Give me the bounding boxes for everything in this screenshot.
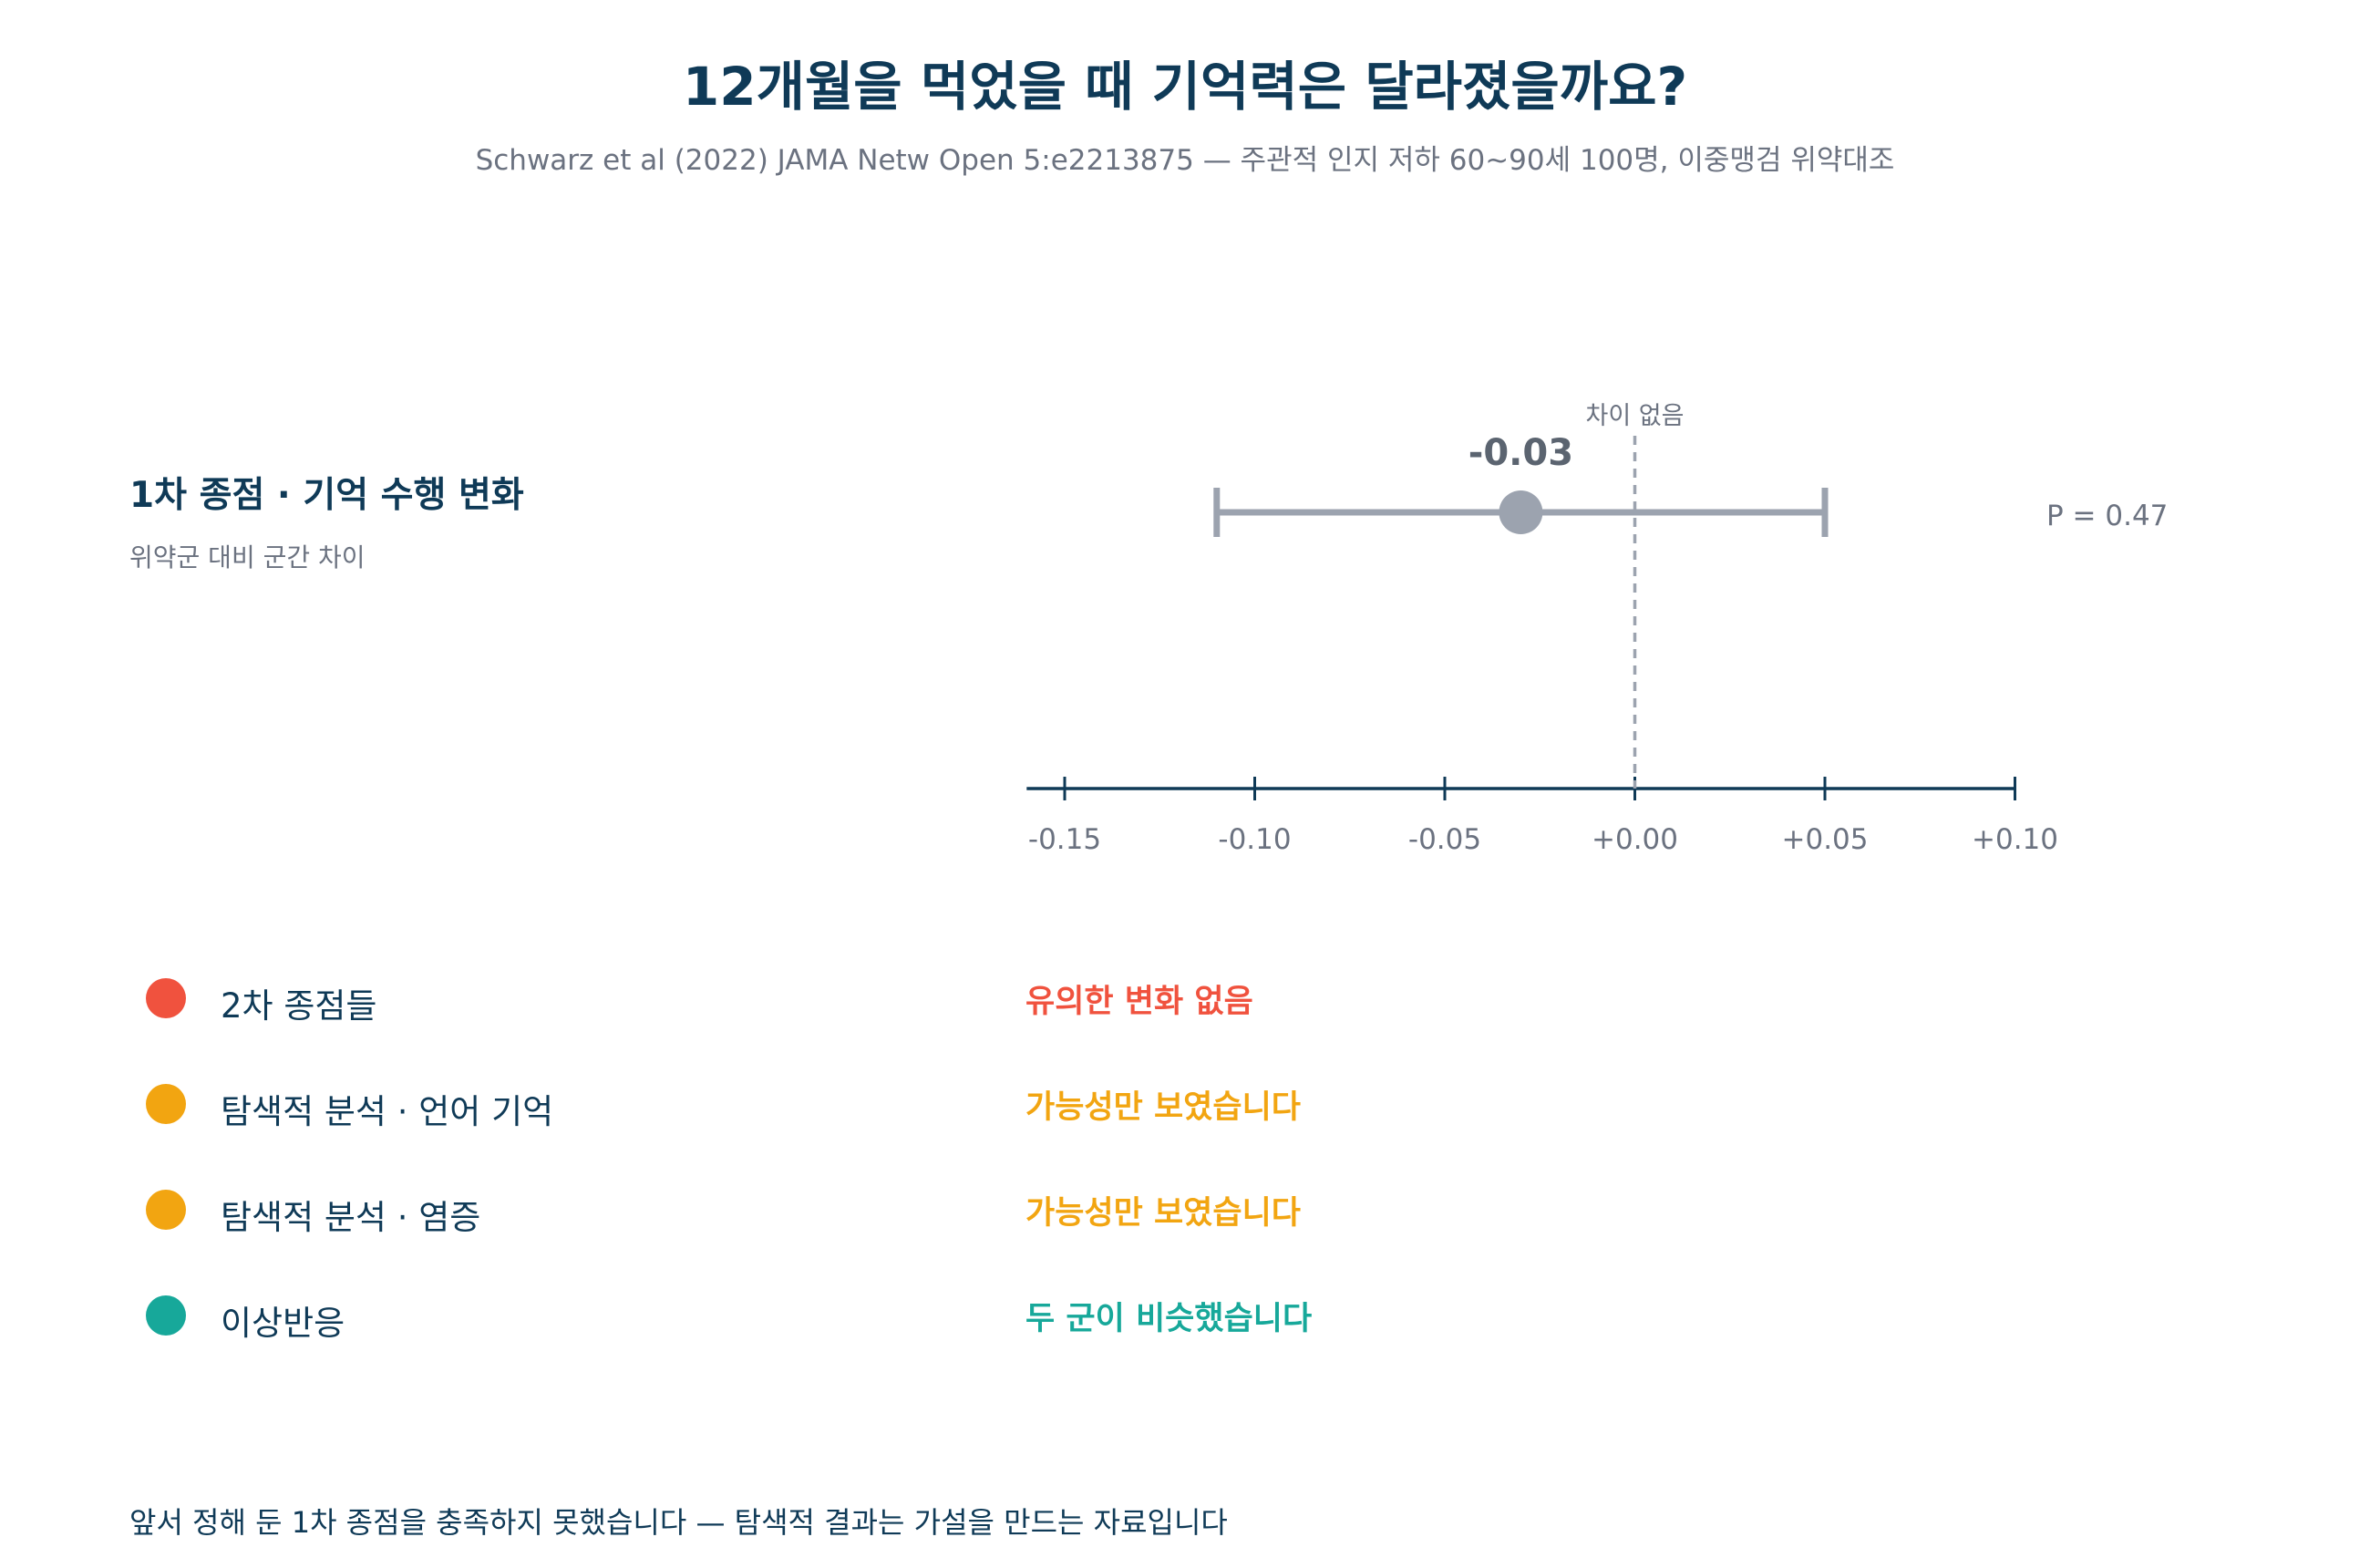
p-value-label: P = 0.47 xyxy=(2046,500,2168,532)
outcome-result: 유의한 변화 없음 xyxy=(1025,984,1253,1020)
x-tick-label: +0.00 xyxy=(1592,823,1678,856)
x-tick-label: +0.05 xyxy=(1782,823,1869,856)
outcome-result: 가능성만 보였습니다 xyxy=(1025,1089,1301,1126)
x-tick-label: -0.10 xyxy=(1218,823,1291,856)
primary-outcome-title: 1차 종점 · 기억 수행 변화 xyxy=(129,475,524,516)
status-dot xyxy=(146,1295,186,1336)
outcome-label: 탐색적 분석 · 염증 xyxy=(221,1198,481,1237)
outcome-result: 두 군이 비슷했습니다 xyxy=(1025,1301,1313,1337)
point-estimate xyxy=(1499,490,1543,534)
chart-title: 12개월을 먹었을 때 기억력은 달라졌을까요? xyxy=(682,56,1688,118)
outcome-label: 2차 종점들 xyxy=(221,986,377,1026)
outcome-label: 이상반응 xyxy=(221,1304,345,1343)
reference-label: 차이 없음 xyxy=(1586,402,1685,430)
outcome-result: 가능성만 보였습니다 xyxy=(1025,1195,1301,1232)
outcome-label: 탐색적 분석 · 언어 기억 xyxy=(221,1092,554,1131)
primary-outcome-subtitle: 위약군 대비 군간 차이 xyxy=(129,542,366,573)
chart-subtitle: Schwarz et al (2022) JAMA Netw Open 5:e2… xyxy=(475,144,1895,177)
x-tick-label: -0.05 xyxy=(1408,823,1481,856)
forest-plot: -0.15 -0.10 -0.05 +0.00 +0.05 +0.10 차이 없음 -0.03… xyxy=(1026,402,2168,856)
x-tick-label: -0.15 xyxy=(1028,823,1101,856)
status-dot xyxy=(146,1084,186,1124)
status-dot xyxy=(146,978,186,1018)
footnote: 앞서 정해 둔 1차 종점을 충족하지 못했습니다 — 탐색적 결과는 가설을 … xyxy=(129,1505,1228,1540)
status-dot xyxy=(146,1190,186,1230)
estimate-label: -0.03 xyxy=(1468,432,1573,474)
x-tick-label: +0.10 xyxy=(1972,823,2058,856)
